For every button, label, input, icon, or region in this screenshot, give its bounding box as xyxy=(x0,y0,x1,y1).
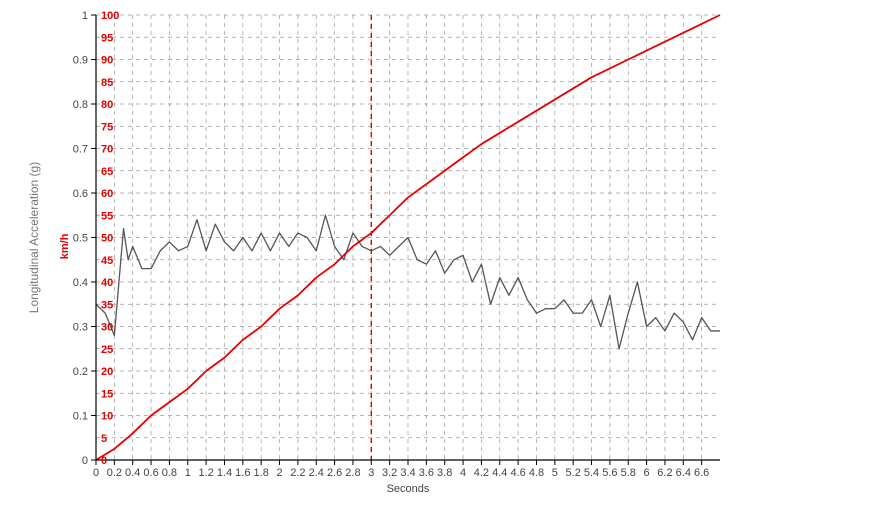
x-tick-label: 3.6 xyxy=(419,467,434,479)
x-tick-label: 4.8 xyxy=(529,467,544,479)
y-right-tick-label: 85 xyxy=(101,77,113,89)
y-left-tick-label: 0.1 xyxy=(73,411,88,423)
x-tick-label: 6.2 xyxy=(657,467,672,479)
y-right-tick-label: 5 xyxy=(101,433,107,445)
x-tick-label: 4.2 xyxy=(474,467,489,479)
x-tick-label: 4.6 xyxy=(510,467,525,479)
x-tick-label: 1.4 xyxy=(217,467,232,479)
y-left-tick-label: 0.6 xyxy=(73,188,88,200)
y-right-tick-label: 35 xyxy=(101,299,113,311)
x-tick-label: 3.2 xyxy=(382,467,397,479)
x-tick-label: 3.4 xyxy=(400,467,415,479)
x-tick-label: 6.4 xyxy=(676,467,691,479)
y-right-tick-label: 50 xyxy=(101,233,113,245)
x-axis-label: Seconds xyxy=(387,483,430,495)
x-tick-label: 6 xyxy=(644,467,650,479)
x-tick-label: 5 xyxy=(552,467,558,479)
x-tick-label: 1.6 xyxy=(235,467,250,479)
x-tick-label: 3 xyxy=(368,467,374,479)
x-tick-label: 1.8 xyxy=(254,467,269,479)
x-tick-label: 5.8 xyxy=(621,467,636,479)
y-right-tick-label: 70 xyxy=(101,144,113,156)
y-right-tick-label: 20 xyxy=(101,366,113,378)
x-tick-label: 0.2 xyxy=(107,467,122,479)
x-tick-label: 3.8 xyxy=(437,467,452,479)
chart-svg: 0 0.1 0.2 0.3 0.4 0.5 0.6 0.7 0.8 0.9 1 Longitudina… xyxy=(0,0,896,522)
y-right-tick-label: 55 xyxy=(101,210,113,222)
y-right-axis-label: km/h xyxy=(59,233,71,259)
x-tick-label: 0 xyxy=(93,467,99,479)
y-right-tick-label: 45 xyxy=(101,255,113,267)
y-right-tick-label: 25 xyxy=(101,344,113,356)
y-left-tick-label: 0.4 xyxy=(73,277,88,289)
x-tick-label: 5.2 xyxy=(566,467,581,479)
x-tick-label: 2 xyxy=(276,467,282,479)
y-right-tick-label: 95 xyxy=(101,32,113,44)
x-tick-label: 5.4 xyxy=(584,467,599,479)
x-tick-label: 6.6 xyxy=(694,467,709,479)
x-tick-label: 0.4 xyxy=(125,467,140,479)
y-right-tick-label: 60 xyxy=(101,188,113,200)
chart-container: 0 0.1 0.2 0.3 0.4 0.5 0.6 0.7 0.8 0.9 1 Longitudina… xyxy=(0,0,896,522)
y-right-tick-label: 15 xyxy=(101,388,113,400)
y-left-tick-label: 0 xyxy=(82,455,88,467)
y-right-tick-label: 30 xyxy=(101,322,113,334)
y-left-tick-label: 0.5 xyxy=(73,233,88,245)
x-tick-label: 2.4 xyxy=(309,467,324,479)
y-right-tick-label: 75 xyxy=(101,121,113,133)
x-tick-label: 1.2 xyxy=(198,467,213,479)
y-left-tick-label: 0.9 xyxy=(73,55,88,67)
y-right-tick-label: 100 xyxy=(101,10,119,22)
y-left-tick-label: 0.3 xyxy=(73,322,88,334)
y-left-tick-label: 0.8 xyxy=(73,99,88,111)
x-tick-label: 4.4 xyxy=(492,467,507,479)
y-right-tick-label: 40 xyxy=(101,277,113,289)
x-tick-label: 0.8 xyxy=(162,467,177,479)
y-left-tick-label: 1 xyxy=(82,10,88,22)
x-tick-label: 5.6 xyxy=(602,467,617,479)
y-right-tick-label: 0 xyxy=(101,455,107,467)
y-left-axis-label: Longitudinal Acceleration (g) xyxy=(27,162,41,313)
x-tick-label: 0.6 xyxy=(143,467,158,479)
y-left-tick-label: 0.2 xyxy=(73,366,88,378)
y-left-tick-label: 0.7 xyxy=(73,144,88,156)
y-right-tick-label: 65 xyxy=(101,166,113,178)
y-right-tick-label: 80 xyxy=(101,99,113,111)
x-tick-label: 1 xyxy=(185,467,191,479)
x-tick-label: 4 xyxy=(460,467,466,479)
x-tick-label: 2.2 xyxy=(290,467,305,479)
x-tick-label: 2.8 xyxy=(345,467,360,479)
y-right-tick-label: 90 xyxy=(101,55,113,67)
y-right-tick-label: 10 xyxy=(101,411,113,423)
x-tick-label: 2.6 xyxy=(327,467,342,479)
